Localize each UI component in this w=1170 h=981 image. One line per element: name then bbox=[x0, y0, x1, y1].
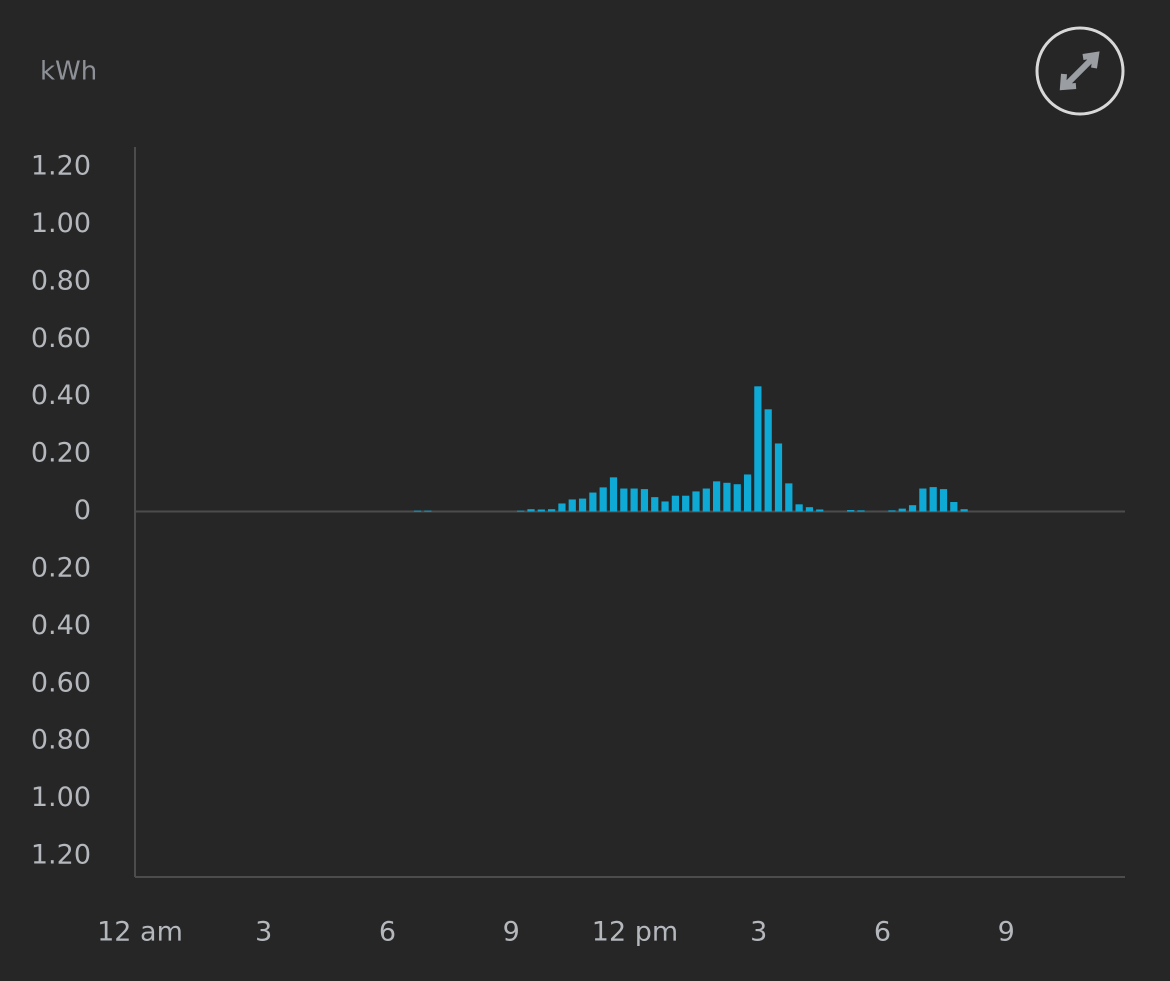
bar bbox=[919, 488, 927, 512]
bar bbox=[630, 488, 638, 512]
bar bbox=[413, 510, 422, 512]
bar bbox=[568, 499, 576, 512]
bar bbox=[805, 507, 814, 512]
y-tick-label: 1.00 bbox=[31, 782, 91, 813]
x-tick-label: 9 bbox=[503, 917, 520, 948]
bar bbox=[785, 483, 793, 512]
bar bbox=[929, 487, 937, 512]
bar bbox=[558, 503, 566, 512]
y-tick-label: 1.00 bbox=[31, 208, 91, 239]
expand-button[interactable] bbox=[1035, 26, 1125, 116]
bar bbox=[795, 504, 803, 512]
bar bbox=[774, 443, 783, 512]
bar bbox=[548, 509, 556, 512]
y-tick-label: 0.20 bbox=[31, 552, 91, 583]
y-tick-label: 0.80 bbox=[31, 725, 91, 756]
bar bbox=[609, 477, 618, 512]
bar bbox=[847, 510, 855, 512]
y-tick-label: 0 bbox=[74, 495, 91, 526]
bar bbox=[960, 509, 968, 512]
bar bbox=[640, 489, 649, 512]
bar bbox=[661, 501, 669, 512]
bar bbox=[764, 409, 772, 512]
y-tick-label: 1.20 bbox=[31, 840, 91, 871]
bar bbox=[702, 488, 710, 512]
bar bbox=[908, 505, 917, 512]
expand-button-ring[interactable] bbox=[1035, 26, 1125, 116]
x-tick-label: 6 bbox=[874, 917, 891, 948]
bar bbox=[754, 386, 762, 512]
bar bbox=[578, 498, 587, 512]
bar bbox=[424, 510, 432, 512]
bar bbox=[888, 510, 896, 512]
bar bbox=[898, 508, 906, 512]
y-tick-label: 0.60 bbox=[31, 323, 91, 354]
bar bbox=[599, 487, 607, 512]
bar bbox=[527, 509, 535, 512]
y-tick-label: 0.40 bbox=[31, 380, 91, 411]
y-tick-label: 0.60 bbox=[31, 667, 91, 698]
bar bbox=[651, 497, 659, 512]
y-tick-label: 0.20 bbox=[31, 438, 91, 469]
bar bbox=[537, 509, 545, 512]
expand-icon[interactable] bbox=[1059, 51, 1100, 91]
bar bbox=[733, 484, 741, 512]
y-tick-label: 1.20 bbox=[31, 151, 91, 182]
bar bbox=[713, 481, 721, 512]
y-axis-label: kWh bbox=[40, 57, 97, 87]
bar bbox=[816, 509, 824, 512]
bar bbox=[589, 492, 597, 512]
bar bbox=[671, 495, 679, 512]
x-tick-label: 9 bbox=[998, 917, 1015, 948]
bar bbox=[723, 482, 731, 512]
bar bbox=[620, 488, 628, 512]
x-tick-label: 12 am bbox=[97, 917, 183, 948]
x-tick-label: 12 pm bbox=[592, 917, 678, 948]
x-tick-label: 6 bbox=[379, 917, 396, 948]
bar bbox=[692, 491, 700, 512]
bar bbox=[517, 510, 525, 512]
x-tick-label: 3 bbox=[750, 917, 767, 948]
bar bbox=[682, 495, 690, 512]
bar bbox=[857, 510, 865, 512]
y-tick-label: 0.80 bbox=[31, 265, 91, 296]
bar bbox=[939, 489, 948, 512]
y-tick-label: 0.40 bbox=[31, 610, 91, 641]
bar bbox=[743, 474, 752, 512]
x-tick-label: 3 bbox=[255, 917, 272, 948]
bar bbox=[950, 502, 958, 512]
